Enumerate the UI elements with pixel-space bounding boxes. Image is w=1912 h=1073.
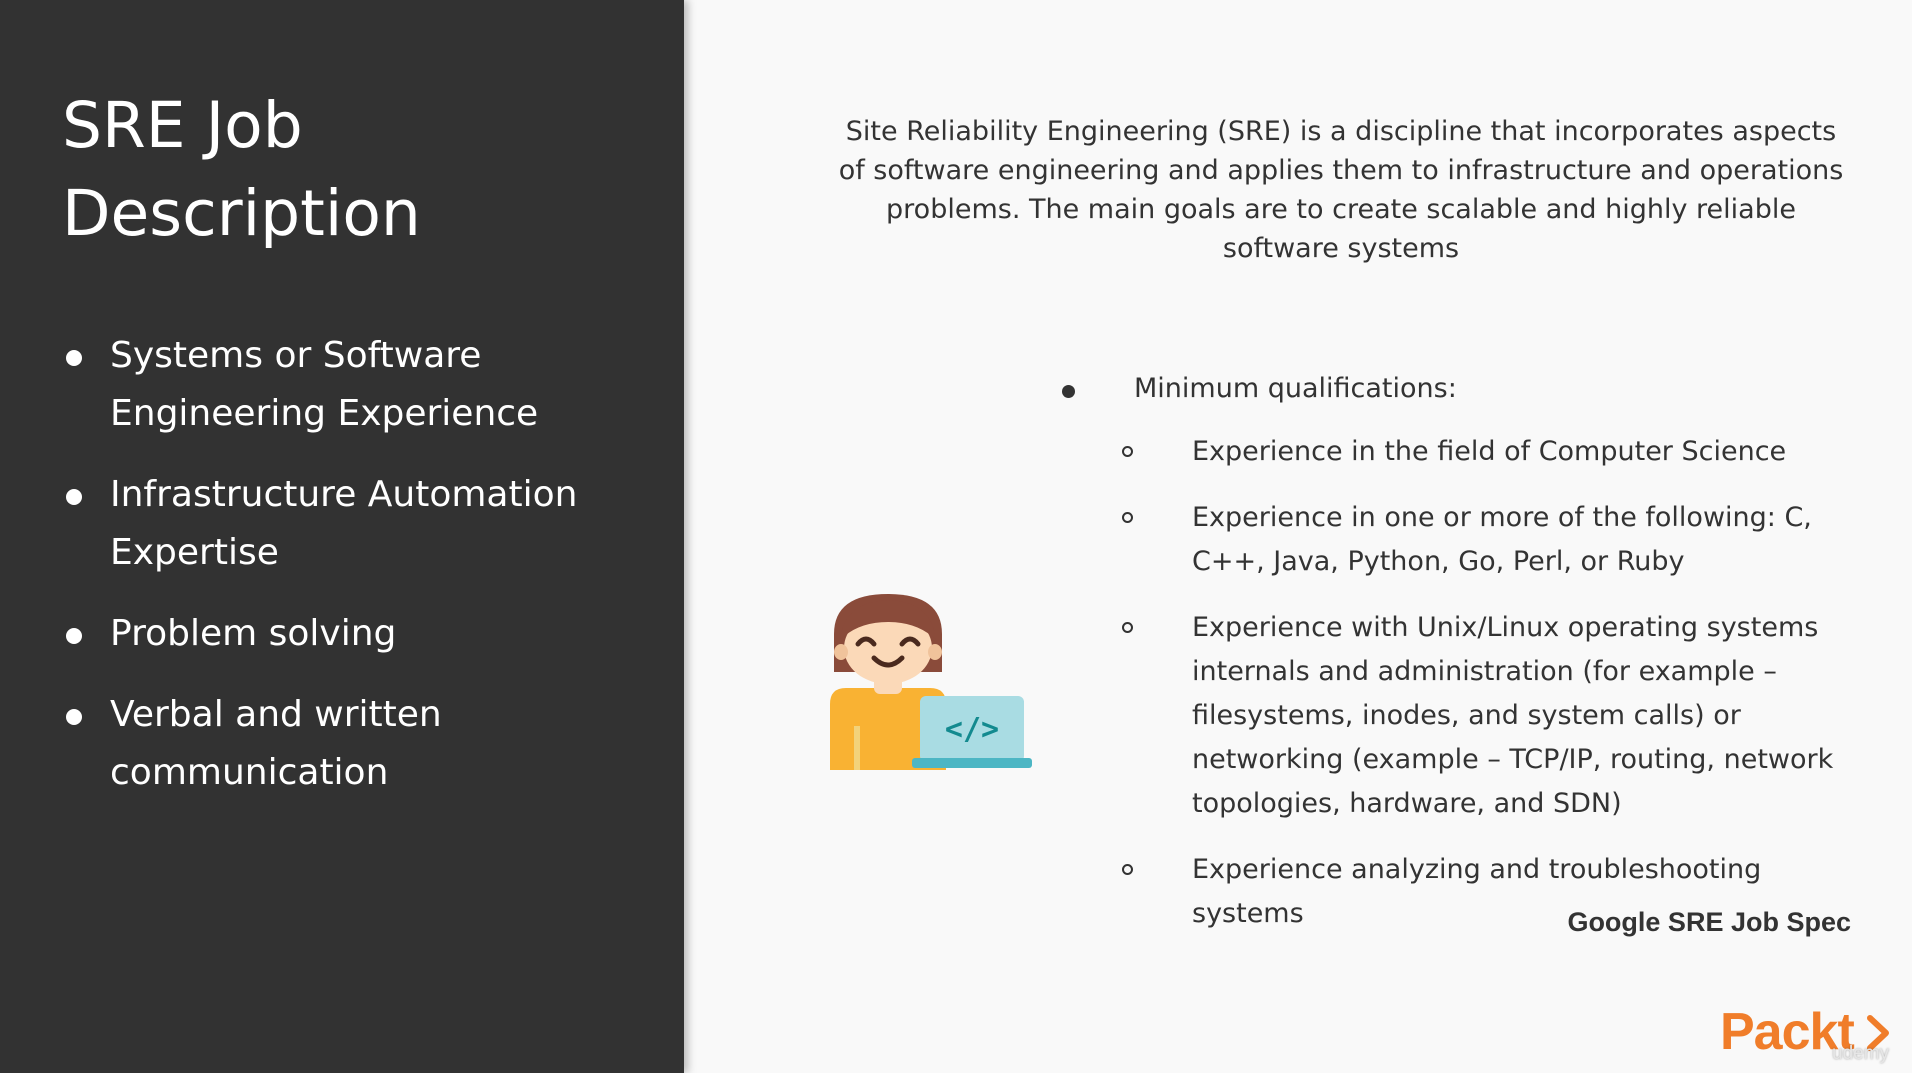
bullet-icon [66, 628, 82, 644]
source-caption: Google SRE Job Spec [1567, 907, 1851, 937]
chevron-right-icon [1867, 1015, 1889, 1051]
qualifications-heading: Minimum qualifications: [1056, 368, 1876, 410]
bullet-icon [66, 489, 82, 505]
hollow-bullet-icon [1122, 622, 1133, 633]
skill-item: Systems or Software Engineering Experien… [62, 327, 662, 443]
skill-label: Infrastructure Automation Expertise [110, 474, 578, 573]
packt-logo: Packt [1720, 1000, 1900, 1070]
qualification-item: Experience in one or more of the followi… [1056, 496, 1876, 584]
qualification-item: Experience with Unix/Linux operating sys… [1056, 606, 1876, 826]
slide-title: SRE Job Description [62, 89, 421, 250]
hollow-bullet-icon [1122, 864, 1133, 875]
skill-label: Verbal and written communication [110, 694, 442, 793]
code-glyph: </> [945, 712, 999, 747]
udemy-watermark: udemy [1832, 1043, 1890, 1064]
skills-list: Systems or Software Engineering Experien… [62, 327, 662, 825]
left-panel: SRE Job Description Systems or Software … [0, 0, 684, 1073]
skill-label: Systems or Software Engineering Experien… [110, 335, 539, 434]
qualifications-list: Experience in the field of Computer Scie… [1056, 430, 1876, 936]
qualifications-section: Minimum qualifications: Experience in th… [1056, 368, 1876, 958]
developer-with-laptop-icon: </> [826, 592, 1032, 772]
qualifications-heading-label: Minimum qualifications: [1134, 373, 1457, 404]
qualification-item: Experience in the field of Computer Scie… [1056, 430, 1876, 474]
hollow-bullet-icon [1122, 512, 1133, 523]
qualification-text: Experience with Unix/Linux operating sys… [1192, 612, 1834, 819]
qualification-text: Experience analyzing and troubleshooting… [1192, 854, 1762, 929]
bullet-icon [1062, 385, 1075, 398]
bullet-icon [66, 709, 82, 725]
qualification-text: Experience in one or more of the followi… [1192, 502, 1812, 577]
logo-text: Packt [1720, 1003, 1855, 1061]
qualification-item: Experience analyzing and troubleshooting… [1056, 848, 1876, 936]
skill-label: Problem solving [110, 613, 397, 654]
skill-item: Infrastructure Automation Expertise [62, 466, 662, 582]
skill-item: Verbal and written communication [62, 686, 662, 802]
sre-definition: Site Reliability Engineering (SRE) is a … [838, 116, 1844, 264]
skill-item: Problem solving [62, 605, 662, 663]
hollow-bullet-icon [1122, 446, 1133, 457]
qualification-text: Experience in the field of Computer Scie… [1192, 436, 1787, 467]
bullet-icon [66, 350, 82, 366]
